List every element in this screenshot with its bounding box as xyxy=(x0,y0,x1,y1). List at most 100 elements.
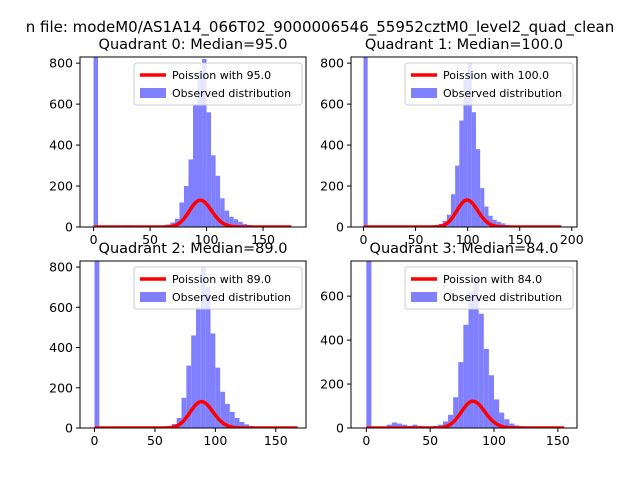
quadrant-1-legend: Poission with 100.0 Observed distribution xyxy=(404,62,574,106)
legend-fit-label: Poission with 95.0 xyxy=(172,69,271,82)
histogram-bar xyxy=(471,112,476,227)
histogram-bar xyxy=(197,71,203,227)
quadrant-1-plot-area xyxy=(362,57,563,227)
legend-hist-label: Observed distribution xyxy=(172,87,291,100)
histogram-bar xyxy=(196,307,201,428)
poisson-fit-line xyxy=(92,198,292,227)
histogram-bar xyxy=(215,367,221,428)
histogram-bar xyxy=(504,419,510,428)
legend-fit-label: Poission with 89.0 xyxy=(172,273,271,286)
histogram-bar xyxy=(215,175,221,227)
y-tick-label: 600 xyxy=(49,97,73,112)
histogram-bar xyxy=(396,423,403,428)
histogram-bar xyxy=(186,365,192,428)
histogram-bar xyxy=(202,59,207,227)
y-tick-label: 0 xyxy=(336,421,344,436)
poisson-fit-line xyxy=(365,399,565,428)
quadrant-1-axes-frame xyxy=(350,56,578,228)
histogram-bar xyxy=(459,120,464,227)
histogram-bar xyxy=(234,417,240,428)
y-tick-label: 600 xyxy=(320,289,344,304)
x-tick-label: 150 xyxy=(264,433,288,448)
histogram-bar xyxy=(492,219,497,227)
histogram-bar xyxy=(179,202,184,227)
histogram-bar xyxy=(475,149,481,227)
y-tick-label: 600 xyxy=(320,97,344,112)
x-tick-label: 50 xyxy=(142,232,158,247)
y-tick-label: 400 xyxy=(49,340,73,355)
histogram-bar xyxy=(488,215,493,227)
legend-hist-swatch xyxy=(411,292,437,302)
histogram-bar xyxy=(455,165,460,227)
histogram-bar xyxy=(509,423,515,428)
x-tick-label: 0 xyxy=(360,232,368,247)
histogram-bar xyxy=(453,397,459,428)
histogram-bar xyxy=(484,206,489,227)
legend-box xyxy=(133,62,303,106)
y-tick-label: 400 xyxy=(49,138,73,153)
quadrant-1-title: Quadrant 1: Median=100.0 xyxy=(365,37,563,53)
histogram-bar xyxy=(205,287,211,428)
histogram-bar xyxy=(480,188,485,227)
poisson-fit-line xyxy=(362,198,563,227)
y-tick-label: 800 xyxy=(49,56,73,71)
histogram-bar xyxy=(229,216,234,227)
poisson-fit-line xyxy=(93,399,299,428)
y-tick-label: 400 xyxy=(320,138,344,153)
legend-hist-swatch xyxy=(411,88,437,98)
histogram-bar xyxy=(244,424,250,428)
x-tick-label: 50 xyxy=(147,433,163,448)
y-tick-label: 800 xyxy=(49,260,73,275)
legend-fit-label: Poission with 100.0 xyxy=(443,69,549,82)
histogram-bar xyxy=(499,412,505,428)
legend-hist-label: Observed distribution xyxy=(443,87,562,100)
x-tick-label: 0 xyxy=(91,433,99,448)
x-tick-label: 150 xyxy=(251,232,275,247)
y-tick-label: 200 xyxy=(320,377,344,392)
histogram-bar xyxy=(488,375,495,428)
histogram-bar xyxy=(391,422,397,428)
histogram-bar xyxy=(211,155,216,227)
histogram-bar xyxy=(442,421,449,428)
histogram-bar xyxy=(233,219,239,227)
x-tick-label: 100 xyxy=(195,232,219,247)
histogram-bar xyxy=(366,261,372,428)
quadrant-3-chart: Quadrant 3: Median=84.0 0 50 100 150 0 200 400 6… xyxy=(320,241,578,448)
quadrant-2-chart: Quadrant 2: Median=89.0 0 50 100 150 0 200 400 6… xyxy=(49,241,307,448)
histogram-bar xyxy=(450,194,456,227)
quadrant-0-legend: Poission with 95.0 Observed distribution xyxy=(133,62,303,106)
histogram-bar xyxy=(94,261,100,428)
histogram-bar xyxy=(183,186,189,227)
histogram-bar xyxy=(200,267,206,428)
histogram-bar xyxy=(220,198,225,227)
quadrant-3-plot-area xyxy=(365,261,565,428)
histogram-bar xyxy=(468,291,474,428)
histogram-bar xyxy=(363,57,368,227)
quadrant-0-plot-area xyxy=(92,57,292,227)
quadrant-2-legend: Poission with 89.0 Observed distribution xyxy=(133,266,303,310)
legend-fit-label: Poission with 84.0 xyxy=(443,273,542,286)
histogram-bar xyxy=(463,324,469,428)
quadrant-0-chart: Quadrant 0: Median=95.0 0 50 100 150 0 200 400 6… xyxy=(49,37,307,247)
histogram-bar xyxy=(224,210,230,227)
x-tick-label: 100 xyxy=(203,433,227,448)
histogram-bar xyxy=(239,421,245,428)
y-tick-label: 200 xyxy=(320,179,344,194)
histogram-bar xyxy=(93,57,99,227)
legend-hist-swatch xyxy=(140,292,166,302)
histogram-bar xyxy=(206,112,212,227)
quadrant-2-title: Quadrant 2: Median=89.0 xyxy=(99,241,288,257)
histogram-bar xyxy=(220,391,226,428)
histogram-bar xyxy=(458,362,464,428)
x-tick-label: 0 xyxy=(362,433,370,448)
histogram-bar xyxy=(188,159,193,227)
histogram-bar xyxy=(181,397,187,428)
y-tick-label: 400 xyxy=(320,333,344,348)
quadrant-3-axes-frame xyxy=(350,260,578,429)
quadrant-0-title: Quadrant 0: Median=95.0 xyxy=(99,37,288,53)
quadrant-3-legend: Poission with 84.0 Observed distribution xyxy=(404,266,574,310)
x-tick-label: 100 xyxy=(482,433,506,448)
histogram-bar xyxy=(225,403,230,428)
legend-hist-label: Observed distribution xyxy=(443,291,562,304)
